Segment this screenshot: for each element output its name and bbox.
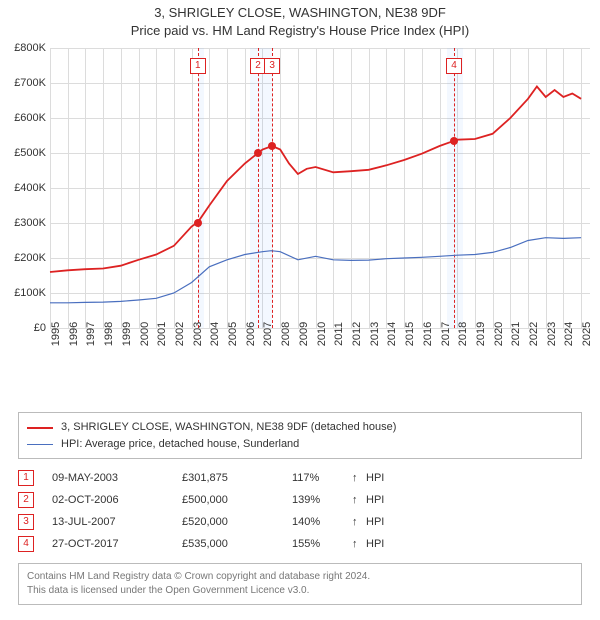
event-row-suffix: HPI — [366, 494, 384, 506]
title-block: 3, SHRIGLEY CLOSE, WASHINGTON, NE38 9DF … — [0, 0, 600, 40]
x-tick-label: 1995 — [50, 322, 62, 346]
x-tick-label: 2018 — [457, 322, 469, 346]
x-tick-label: 2009 — [298, 322, 310, 346]
event-row: 1 09-MAY-2003£301,875117%↑HPI — [18, 467, 582, 489]
event-row-suffix: HPI — [366, 538, 384, 550]
line-series-svg — [50, 48, 590, 328]
event-row-price: £535,000 — [182, 538, 292, 550]
x-tick-label: 2021 — [510, 322, 522, 346]
arrow-up-icon: ↑ — [352, 494, 366, 506]
x-tick-label: 2002 — [174, 322, 186, 346]
x-tick-label: 1996 — [68, 322, 80, 346]
series-blue — [50, 238, 581, 303]
x-tick-label: 2001 — [156, 322, 168, 346]
x-tick-label: 2000 — [139, 322, 151, 346]
event-row-price: £301,875 — [182, 472, 292, 484]
legend-row-blue: HPI: Average price, detached house, Sund… — [27, 436, 573, 453]
y-tick-label: £400K — [0, 182, 46, 194]
y-tick-label: £700K — [0, 77, 46, 89]
legend-label-blue: HPI: Average price, detached house, Sund… — [61, 436, 299, 453]
event-row-suffix: HPI — [366, 472, 384, 484]
x-tick-label: 1997 — [85, 322, 97, 346]
x-tick-label: 2016 — [422, 322, 434, 346]
x-tick-label: 2013 — [369, 322, 381, 346]
x-tick-label: 2017 — [440, 322, 452, 346]
event-row-pct: 155% — [292, 538, 352, 550]
event-row-date: 27-OCT-2017 — [52, 538, 182, 550]
event-row-badge: 4 — [18, 536, 34, 552]
legend-row-red: 3, SHRIGLEY CLOSE, WASHINGTON, NE38 9DF … — [27, 419, 573, 436]
event-row: 4 27-OCT-2017£535,000155%↑HPI — [18, 533, 582, 555]
y-tick-label: £600K — [0, 112, 46, 124]
x-tick-label: 2022 — [528, 322, 540, 346]
footer-line-1: Contains HM Land Registry data © Crown c… — [27, 570, 573, 584]
x-tick-label: 2014 — [386, 322, 398, 346]
x-tick-label: 1998 — [103, 322, 115, 346]
event-row-badge: 2 — [18, 492, 34, 508]
y-tick-label: £800K — [0, 42, 46, 54]
x-tick-label: 2025 — [581, 322, 593, 346]
footer-box: Contains HM Land Registry data © Crown c… — [18, 563, 582, 605]
event-row: 2 02-OCT-2006£500,000139%↑HPI — [18, 489, 582, 511]
x-tick-label: 2024 — [563, 322, 575, 346]
y-tick-label: £100K — [0, 287, 46, 299]
events-table: 109-MAY-2003£301,875117%↑HPI202-OCT-2006… — [18, 467, 582, 555]
legend-box: 3, SHRIGLEY CLOSE, WASHINGTON, NE38 9DF … — [18, 412, 582, 459]
x-tick-label: 2005 — [227, 322, 239, 346]
chart-area: 1234 £0£100K£200K£300K£400K£500K£600K£70… — [50, 48, 590, 368]
x-tick-label: 2011 — [333, 323, 345, 347]
title-line-1: 3, SHRIGLEY CLOSE, WASHINGTON, NE38 9DF — [0, 4, 600, 22]
event-row: 3 13-JUL-2007£520,000140%↑HPI — [18, 511, 582, 533]
event-row-price: £520,000 — [182, 516, 292, 528]
x-tick-label: 2007 — [262, 322, 274, 346]
x-tick-label: 2023 — [546, 322, 558, 346]
title-line-2: Price paid vs. HM Land Registry's House … — [0, 22, 600, 40]
event-row-price: £500,000 — [182, 494, 292, 506]
series-red — [50, 87, 581, 273]
event-row-date: 09-MAY-2003 — [52, 472, 182, 484]
x-tick-label: 2006 — [245, 322, 257, 346]
event-row-date: 13-JUL-2007 — [52, 516, 182, 528]
event-row-pct: 140% — [292, 516, 352, 528]
x-tick-label: 2004 — [209, 322, 221, 346]
footer-line-2: This data is licensed under the Open Gov… — [27, 584, 573, 598]
arrow-up-icon: ↑ — [352, 538, 366, 550]
event-row-badge: 3 — [18, 514, 34, 530]
x-tick-label: 2015 — [404, 322, 416, 346]
legend-swatch-red — [27, 427, 53, 429]
y-tick-label: £300K — [0, 217, 46, 229]
plot-region: 1234 — [50, 48, 590, 328]
y-tick-label: £200K — [0, 252, 46, 264]
x-tick-label: 2019 — [475, 322, 487, 346]
legend-swatch-blue — [27, 444, 53, 445]
event-row-pct: 139% — [292, 494, 352, 506]
x-tick-label: 2010 — [316, 322, 328, 346]
event-row-suffix: HPI — [366, 516, 384, 528]
legend-label-red: 3, SHRIGLEY CLOSE, WASHINGTON, NE38 9DF … — [61, 419, 396, 436]
arrow-up-icon: ↑ — [352, 472, 366, 484]
x-tick-label: 2003 — [192, 322, 204, 346]
event-row-badge: 1 — [18, 470, 34, 486]
x-tick-label: 2020 — [493, 322, 505, 346]
event-row-pct: 117% — [292, 472, 352, 484]
event-row-date: 02-OCT-2006 — [52, 494, 182, 506]
x-tick-label: 2012 — [351, 322, 363, 346]
y-tick-label: £500K — [0, 147, 46, 159]
x-tick-label: 2008 — [280, 322, 292, 346]
x-tick-label: 1999 — [121, 322, 133, 346]
chart-container: 3, SHRIGLEY CLOSE, WASHINGTON, NE38 9DF … — [0, 0, 600, 620]
y-tick-label: £0 — [0, 322, 46, 334]
arrow-up-icon: ↑ — [352, 516, 366, 528]
